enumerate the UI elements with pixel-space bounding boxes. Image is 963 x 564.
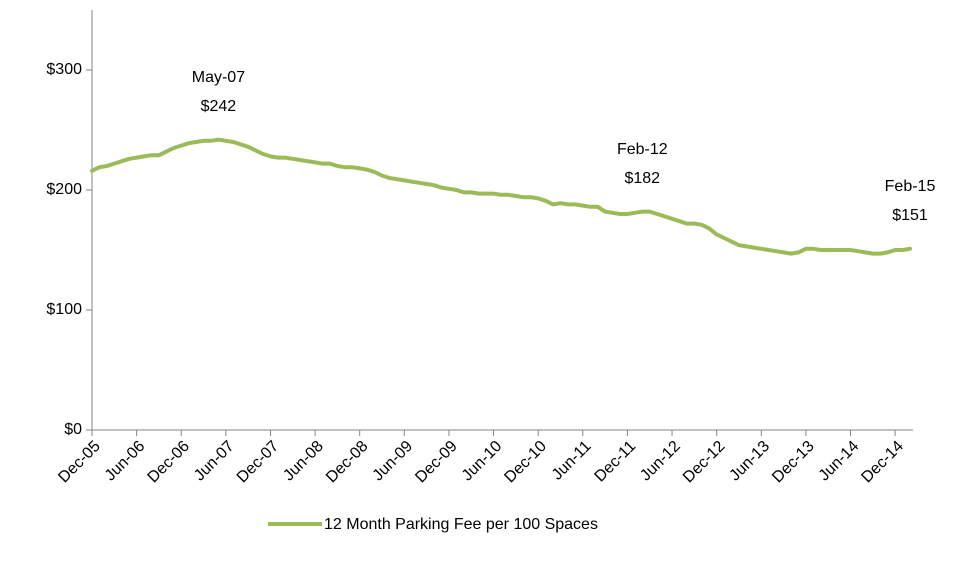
x-tick-label: Dec-05 (55, 438, 104, 487)
annotation-date: May-07 (192, 69, 245, 86)
legend-label: 12 Month Parking Fee per 100 Spaces (324, 516, 598, 533)
x-tick-label: Jun-09 (370, 438, 417, 485)
x-tick-label: Jun-11 (549, 438, 595, 484)
x-tick-label: Dec-06 (145, 438, 194, 487)
y-tick-label: $200 (46, 181, 82, 198)
x-tick-label: Jun-10 (459, 438, 506, 485)
y-tick-label: $300 (46, 61, 82, 78)
x-tick-label: Dec-11 (592, 438, 640, 486)
x-tick-label: Jun-12 (637, 438, 684, 485)
y-tick-label: $100 (46, 301, 82, 318)
data-line (90, 137, 912, 256)
annotation-date: Feb-12 (617, 141, 668, 158)
x-tick-label: Jun-07 (191, 438, 238, 485)
annotation-date: Feb-15 (885, 178, 936, 195)
x-tick-label: Dec-09 (412, 438, 461, 487)
x-tick-label: Jun-14 (816, 438, 863, 485)
annotation-value: $182 (624, 170, 660, 187)
x-tick-label: Jun-08 (280, 438, 327, 485)
x-tick-label: Jun-06 (102, 438, 149, 485)
annotation-value: $151 (892, 207, 928, 224)
x-tick-label: Dec-14 (858, 438, 907, 487)
x-tick-label: Dec-12 (680, 438, 729, 487)
x-tick-label: Jun-13 (726, 438, 773, 485)
annotation-value: $242 (201, 98, 237, 115)
x-tick-label: Dec-07 (234, 438, 283, 487)
x-tick-label: Dec-10 (502, 438, 551, 487)
x-tick-label: Dec-13 (769, 438, 818, 487)
x-tick-label: Dec-08 (323, 438, 372, 487)
y-tick-label: $0 (64, 421, 82, 438)
